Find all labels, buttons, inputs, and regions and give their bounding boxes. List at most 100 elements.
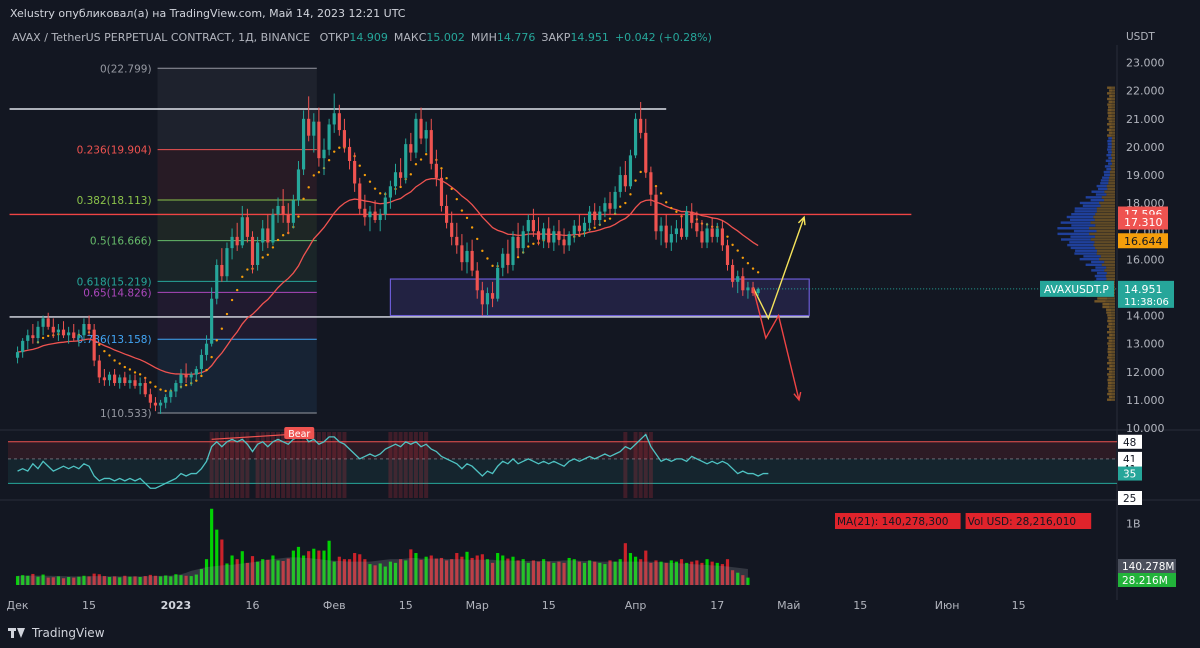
- candle: [51, 318, 55, 339]
- candle: [511, 231, 515, 271]
- candle: [444, 194, 449, 229]
- candle-body: [439, 177, 444, 206]
- candle: [679, 214, 684, 240]
- candle-body: [245, 217, 249, 237]
- candle-body: [480, 290, 484, 305]
- volume-profile-bar: [1104, 173, 1111, 177]
- tradingview-logo-icon: [8, 628, 26, 638]
- volume-profile-bar: [1111, 128, 1115, 132]
- rsi-lower-band: [8, 458, 1116, 484]
- volume-profile-bar: [1096, 210, 1115, 213]
- candle: [496, 262, 500, 302]
- volume-bar: [41, 574, 45, 585]
- candle: [501, 248, 505, 277]
- volume-profile-bar: [1101, 196, 1115, 199]
- candle: [158, 399, 163, 414]
- volume-profile-bar: [1107, 347, 1112, 351]
- volume-profile-bar: [1106, 308, 1111, 311]
- volume-bar: [102, 576, 106, 585]
- candle: [378, 208, 382, 232]
- price-tick-label: 21.000: [1126, 113, 1165, 126]
- candle-body: [210, 298, 214, 344]
- volume-profile-bar: [1102, 302, 1110, 306]
- volume-profile-bar: [1111, 384, 1115, 387]
- candle-body: [138, 383, 142, 386]
- fib-level-label: 0.236(19.904): [77, 145, 152, 157]
- volume-profile-bar: [1111, 134, 1115, 137]
- volume-bar: [695, 560, 699, 585]
- volume-profile-bar: [1107, 134, 1112, 137]
- fib-zone: [157, 281, 317, 293]
- volume-profile-bar: [1108, 179, 1115, 182]
- volume-profile-bar: [1095, 224, 1115, 227]
- ohlc-value: 15.002: [426, 31, 465, 44]
- ema-dot: [312, 174, 315, 177]
- volume-profile-bar: [1107, 319, 1112, 323]
- candle: [741, 267, 745, 296]
- price-tick-label: 20.000: [1126, 141, 1165, 154]
- price-tick-label: 12.000: [1126, 366, 1165, 379]
- candle-body: [746, 287, 750, 291]
- volume-bar: [286, 558, 290, 585]
- rsi-highlight: [224, 432, 229, 498]
- volume-profile-bar: [1111, 392, 1115, 396]
- candle: [153, 397, 158, 412]
- candle-body: [705, 228, 709, 243]
- ema-dot: [266, 253, 270, 256]
- candle: [113, 368, 117, 386]
- candle-body: [562, 239, 566, 246]
- candle-body: [286, 214, 290, 223]
- volume-bar: [322, 550, 326, 585]
- candle-body: [460, 245, 464, 263]
- ema-dot: [736, 249, 739, 252]
- candle: [475, 262, 479, 299]
- volume-bar: [603, 564, 607, 585]
- candle-body: [102, 377, 106, 381]
- volume-profile-bar: [1111, 350, 1115, 354]
- candle-body: [633, 118, 638, 156]
- volume-bar: [628, 553, 633, 585]
- volume-profile-bar: [1074, 252, 1097, 255]
- ema-dot: [460, 209, 464, 212]
- candle-body: [46, 318, 50, 327]
- candle-body: [143, 383, 147, 395]
- candle: [465, 242, 469, 274]
- ema-dot: [619, 205, 622, 208]
- volume-profile-bar: [1108, 114, 1112, 118]
- candle-body: [419, 118, 423, 139]
- candle-body: [261, 228, 265, 243]
- volume-bar: [404, 560, 408, 585]
- volume-profile-bar: [1106, 184, 1115, 188]
- rsi-highlight: [281, 432, 286, 498]
- candle-body: [378, 214, 382, 221]
- volume-profile-bar: [1112, 100, 1115, 103]
- volume-profile-bar: [1111, 97, 1115, 101]
- candle: [21, 338, 25, 358]
- candle-body: [715, 228, 719, 237]
- volume-profile-bar: [1107, 325, 1112, 328]
- volume-profile-bar: [1067, 243, 1094, 247]
- volume-bar: [342, 559, 347, 585]
- ema-dot: [307, 186, 310, 189]
- volume-profile-bar: [1111, 162, 1115, 165]
- volume-bar: [72, 577, 76, 585]
- ema-dot: [624, 201, 627, 205]
- ema-dot: [103, 349, 106, 353]
- candle: [690, 203, 694, 229]
- candle: [291, 194, 295, 229]
- volume-profile-bar: [1108, 370, 1113, 373]
- candle-body: [470, 250, 474, 271]
- candle-body: [301, 118, 306, 170]
- ema-dot: [465, 216, 469, 220]
- price-tick-label: 16.000: [1126, 253, 1165, 266]
- volume-profile-bar: [1112, 94, 1115, 98]
- volume-profile-bar: [1106, 311, 1112, 314]
- volume-bar: [659, 561, 663, 585]
- rsi-highlight: [633, 432, 638, 498]
- volume-bar: [153, 575, 158, 585]
- volume-profile-bar: [1089, 232, 1115, 236]
- volume-bar: [577, 561, 581, 585]
- candle: [700, 220, 704, 249]
- volume-profile-bar: [1104, 190, 1115, 193]
